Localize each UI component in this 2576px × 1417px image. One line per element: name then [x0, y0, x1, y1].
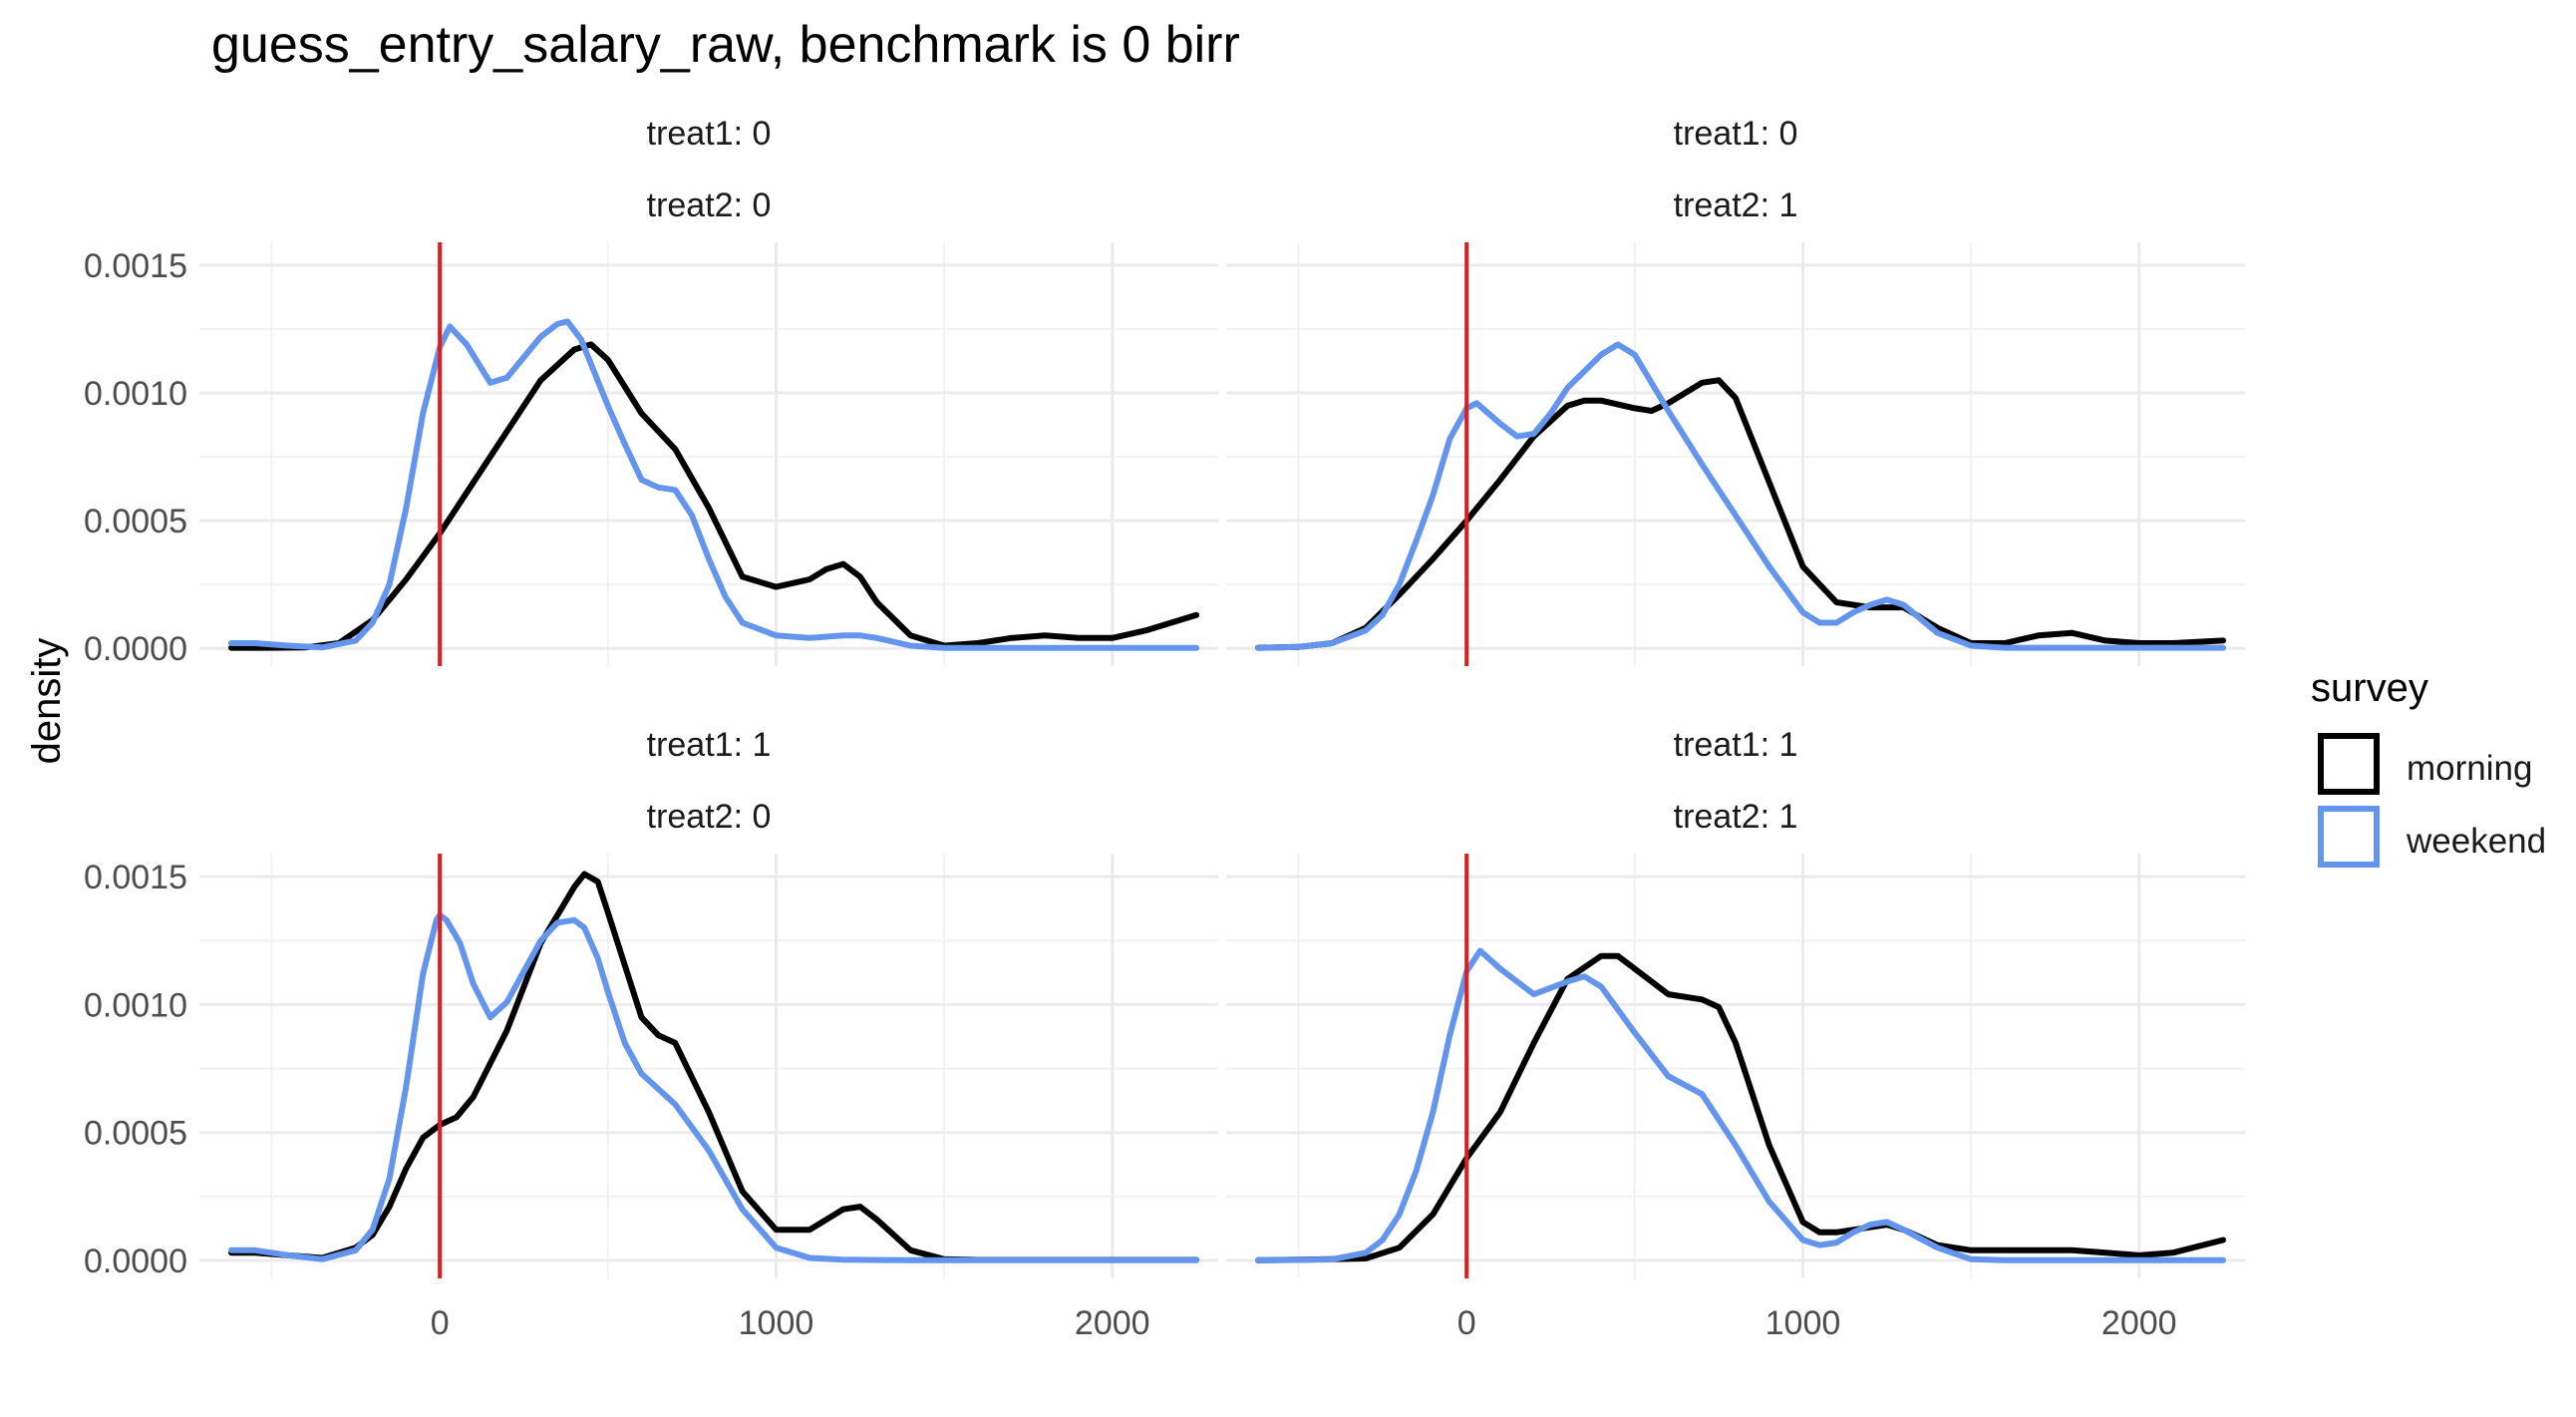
x-tick-label: 2000	[1075, 1304, 1150, 1342]
strip-label: treat1: 0	[1674, 115, 1798, 153]
y-tick-label: 0.0005	[84, 1115, 187, 1153]
x-tick-label: 1000	[1766, 1304, 1841, 1342]
x-tick-label: 2000	[2101, 1304, 2177, 1342]
legend-title: survey	[2311, 666, 2428, 710]
strip-label: treat2: 0	[647, 186, 772, 224]
strip-label: treat2: 1	[1674, 186, 1798, 224]
y-axis-label: density	[25, 638, 69, 765]
strip-label: treat1: 1	[647, 726, 772, 764]
chart-title: guess_entry_salary_raw, benchmark is 0 b…	[211, 16, 1240, 74]
legend-label-morning: morning	[2407, 749, 2532, 788]
legend-key-weekend	[2321, 809, 2377, 865]
y-tick-label: 0.0015	[84, 247, 187, 285]
y-tick-label: 0.0010	[84, 986, 187, 1024]
y-tick-label: 0.0010	[84, 375, 187, 413]
strip-label: treat1: 0	[647, 115, 772, 153]
y-tick-label: 0.0000	[84, 1242, 187, 1280]
y-tick-label: 0.0015	[84, 859, 187, 896]
y-tick-label: 0.0005	[84, 503, 187, 540]
legend-label-weekend: weekend	[2406, 822, 2546, 861]
y-tick-label: 0.0000	[84, 630, 187, 668]
strip-label: treat2: 0	[647, 798, 772, 836]
x-tick-label: 0	[1457, 1304, 1476, 1342]
x-tick-label: 0	[431, 1304, 450, 1342]
strip-label: treat2: 1	[1674, 798, 1798, 836]
legend-key-morning	[2321, 736, 2377, 792]
x-tick-label: 1000	[739, 1304, 814, 1342]
strip-label: treat1: 1	[1674, 726, 1798, 764]
